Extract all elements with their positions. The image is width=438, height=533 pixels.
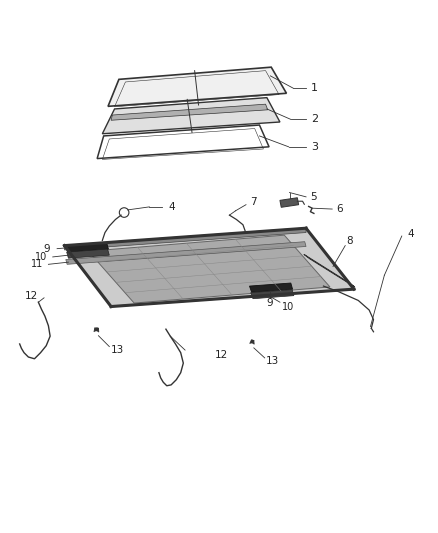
Polygon shape xyxy=(304,254,355,287)
Polygon shape xyxy=(64,228,306,250)
Text: 11: 11 xyxy=(31,260,43,269)
Text: 13: 13 xyxy=(110,345,124,355)
Text: 13: 13 xyxy=(266,357,279,366)
Polygon shape xyxy=(88,235,330,303)
Text: 2: 2 xyxy=(311,115,318,124)
Text: 10: 10 xyxy=(35,252,48,262)
Polygon shape xyxy=(280,198,299,207)
Text: 4: 4 xyxy=(169,202,175,212)
Text: 12: 12 xyxy=(25,291,38,301)
Text: 10: 10 xyxy=(282,302,294,312)
Polygon shape xyxy=(108,67,286,107)
Text: 12: 12 xyxy=(215,350,228,360)
Text: 4: 4 xyxy=(407,229,414,239)
Polygon shape xyxy=(102,98,280,134)
Polygon shape xyxy=(251,289,294,298)
Text: 8: 8 xyxy=(346,236,353,246)
Polygon shape xyxy=(64,228,354,306)
Polygon shape xyxy=(250,283,293,292)
Text: 6: 6 xyxy=(337,204,343,214)
Text: 7: 7 xyxy=(250,197,256,207)
Text: 5: 5 xyxy=(311,192,317,202)
Text: 9: 9 xyxy=(44,244,50,254)
Polygon shape xyxy=(67,249,110,258)
Text: 9: 9 xyxy=(267,298,273,308)
Polygon shape xyxy=(111,104,268,120)
Polygon shape xyxy=(66,243,109,252)
Text: 1: 1 xyxy=(311,83,318,93)
Polygon shape xyxy=(66,241,306,264)
Text: 3: 3 xyxy=(311,142,318,152)
